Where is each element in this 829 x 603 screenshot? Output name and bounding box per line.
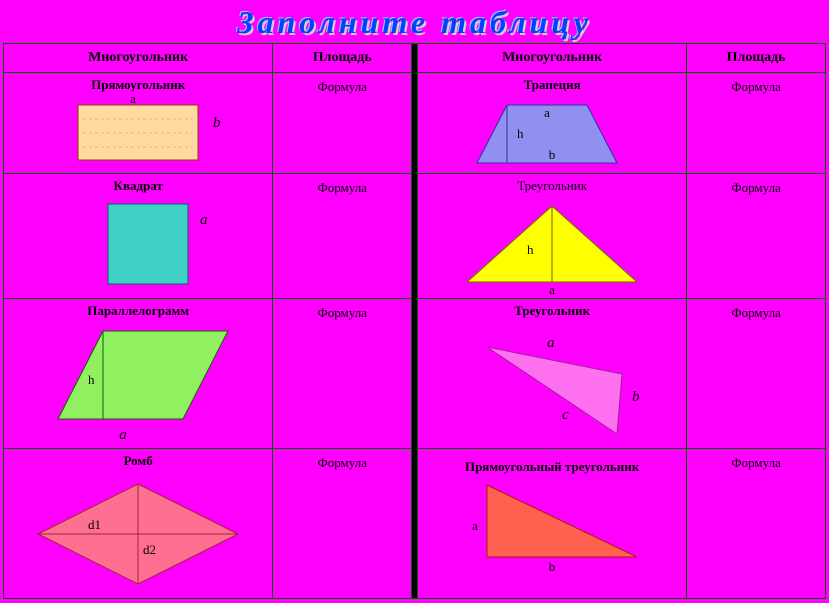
parallelogram-shape: h a [28,319,248,444]
parallelogram-name: Параллелограмм [4,299,272,319]
cell-rhombus-formula: Формула [273,449,412,599]
cell-right-triangle-formula: Формула [687,449,826,599]
cell-square-formula: Формула [273,174,412,299]
rectangle-shape: a b [38,93,238,173]
rt-label-a: a [472,518,478,533]
sq-label-a: a [200,212,208,228]
header-area-right: Площадь [687,44,826,73]
rhom-label-d2: d2 [143,542,156,557]
rhombus-name: Ромб [4,449,272,469]
para-label-h: h [88,372,95,387]
para-label-a: a [119,427,127,443]
formula-label: Формула [273,449,411,471]
right-triangle-name: Прямоугольный треугольник [418,449,686,475]
trapezoid-shape: a h b [452,93,652,173]
rhom-label-d1: d1 [88,517,101,532]
cell-triangle-abc-formula: Формула [687,299,826,449]
formula-label: Формула [273,73,411,95]
cell-triangle-h: Треугольник h a [418,174,687,299]
trapezoid-name: Трапеция [418,73,686,93]
tri-abc-label-c: c [562,407,569,423]
formula-label: Формула [687,299,825,321]
formula-label: Формула [273,299,411,321]
cell-trapezoid-formula: Формула [687,73,826,174]
shapes-table: Многоугольник Площадь Многоугольник Площ… [3,43,826,599]
rhombus-shape: d1 d2 [23,469,253,589]
trap-label-h: h [517,126,524,141]
formula-label: Формула [273,174,411,196]
header-polygon-right: Многоугольник [418,44,687,73]
header-polygon-left: Многоугольник [4,44,273,73]
cell-rhombus: Ромб d1 d2 [4,449,273,599]
rt-label-b: b [549,559,556,574]
trap-label-b: b [549,147,556,162]
cell-rectangle-formula: Формула [273,73,412,174]
triangle-abc-shape: a b c [442,319,662,444]
header-area-left: Площадь [273,44,412,73]
cell-square: Квадрат a [4,174,273,299]
tri-abc-label-b: b [632,389,640,405]
triangle-h-shape: h a [452,194,652,294]
header-row: Многоугольник Площадь Многоугольник Площ… [4,44,826,73]
cell-triangle-h-formula: Формула [687,174,826,299]
formula-label: Формула [687,174,825,196]
formula-label: Формула [687,73,825,95]
formula-label: Формула [687,449,825,471]
triangle-h-name: Треугольник [418,174,686,194]
rect-label-a: a [130,93,136,106]
cell-trapezoid: Трапеция a h b [418,73,687,174]
page-title: Заполните таблицу [0,0,829,43]
tri-abc-label-a: a [547,335,555,351]
cell-triangle-abc: Треугольник a b c [418,299,687,449]
trap-label-a: a [544,105,550,120]
cell-rectangle: Прямоугольник a b [4,73,273,174]
tri-h-label-h: h [527,242,534,257]
rect-label-b: b [213,115,221,131]
square-name: Квадрат [4,174,272,194]
tri-h-label-a: a [549,282,555,294]
square-shape: a [38,194,238,294]
triangle-abc-name: Треугольник [418,299,686,319]
cell-right-triangle: Прямоугольный треугольник a b [418,449,687,599]
cell-parallelogram: Параллелограмм h a [4,299,273,449]
rectangle-name: Прямоугольник [4,73,272,93]
right-triangle-shape: a b [442,475,662,575]
cell-parallelogram-formula: Формула [273,299,412,449]
